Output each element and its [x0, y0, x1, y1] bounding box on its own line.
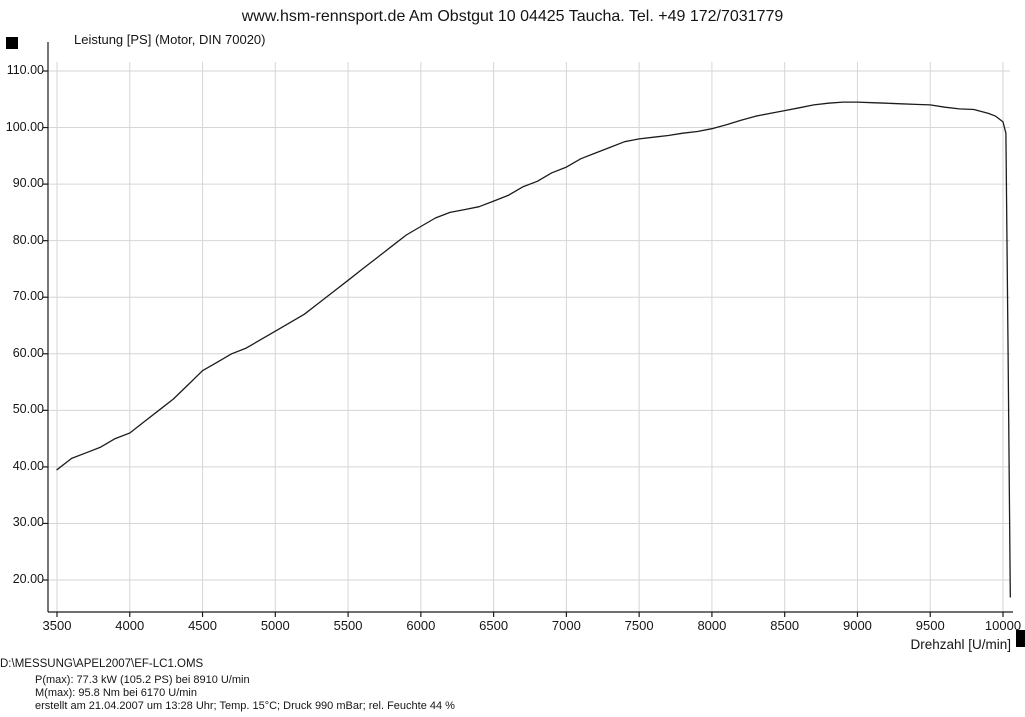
- x-tick-label: 7000: [551, 618, 581, 633]
- page-title: www.hsm-rennsport.de Am Obstgut 10 04425…: [241, 8, 784, 25]
- x-tick-label: 8000: [697, 618, 727, 633]
- mmax-text: M(max): 95.8 Nm bei 6170 U/min: [35, 687, 197, 699]
- x-tick-label: 6000: [406, 618, 436, 633]
- scan-artifact-top-left: [6, 37, 18, 49]
- x-tick-label: 4000: [115, 618, 145, 633]
- x-tick-label: 5500: [333, 618, 363, 633]
- pmax-text: P(max): 77.3 kW (105.2 PS) bei 8910 U/mi…: [35, 674, 250, 686]
- x-tick-label: 9500: [915, 618, 945, 633]
- y-tick-label: 40.00: [12, 458, 44, 473]
- scan-artifact-right-edge: [1016, 630, 1025, 647]
- y-tick-label: 30.00: [12, 515, 44, 530]
- x-tick-label: 3500: [42, 618, 72, 633]
- x-tick-label: 4500: [188, 618, 217, 633]
- x-tick-label: 8500: [770, 618, 800, 633]
- y-tick-label: 50.00: [12, 402, 44, 417]
- x-tick-label: 7500: [624, 618, 654, 633]
- x-tick-label: 10000: [984, 618, 1022, 633]
- created-text: erstellt am 21.04.2007 um 13:28 Uhr; Tem…: [35, 700, 455, 712]
- y-tick-label: 110.00: [6, 63, 44, 77]
- x-axis-title: Drehzahl [U/min]: [910, 637, 1011, 652]
- x-tick-label: 5000: [260, 618, 290, 633]
- x-tick-label: 6500: [479, 618, 509, 633]
- y-axis-title: Leistung [PS] (Motor, DIN 70020): [74, 32, 266, 47]
- measurement-file-path: D:\MESSUNG\APEL2007\EF-LC1.OMS: [0, 658, 204, 670]
- y-tick-label: 90.00: [12, 176, 44, 191]
- y-tick-label: 80.00: [12, 232, 44, 247]
- y-tick-label: 60.00: [12, 345, 44, 360]
- power-curve: [56, 101, 1011, 598]
- y-tick-label: 70.00: [12, 289, 44, 304]
- x-tick-label: 9000: [842, 618, 872, 633]
- y-tick-label: 100.00: [5, 119, 44, 134]
- y-tick-label: 20.00: [12, 572, 44, 586]
